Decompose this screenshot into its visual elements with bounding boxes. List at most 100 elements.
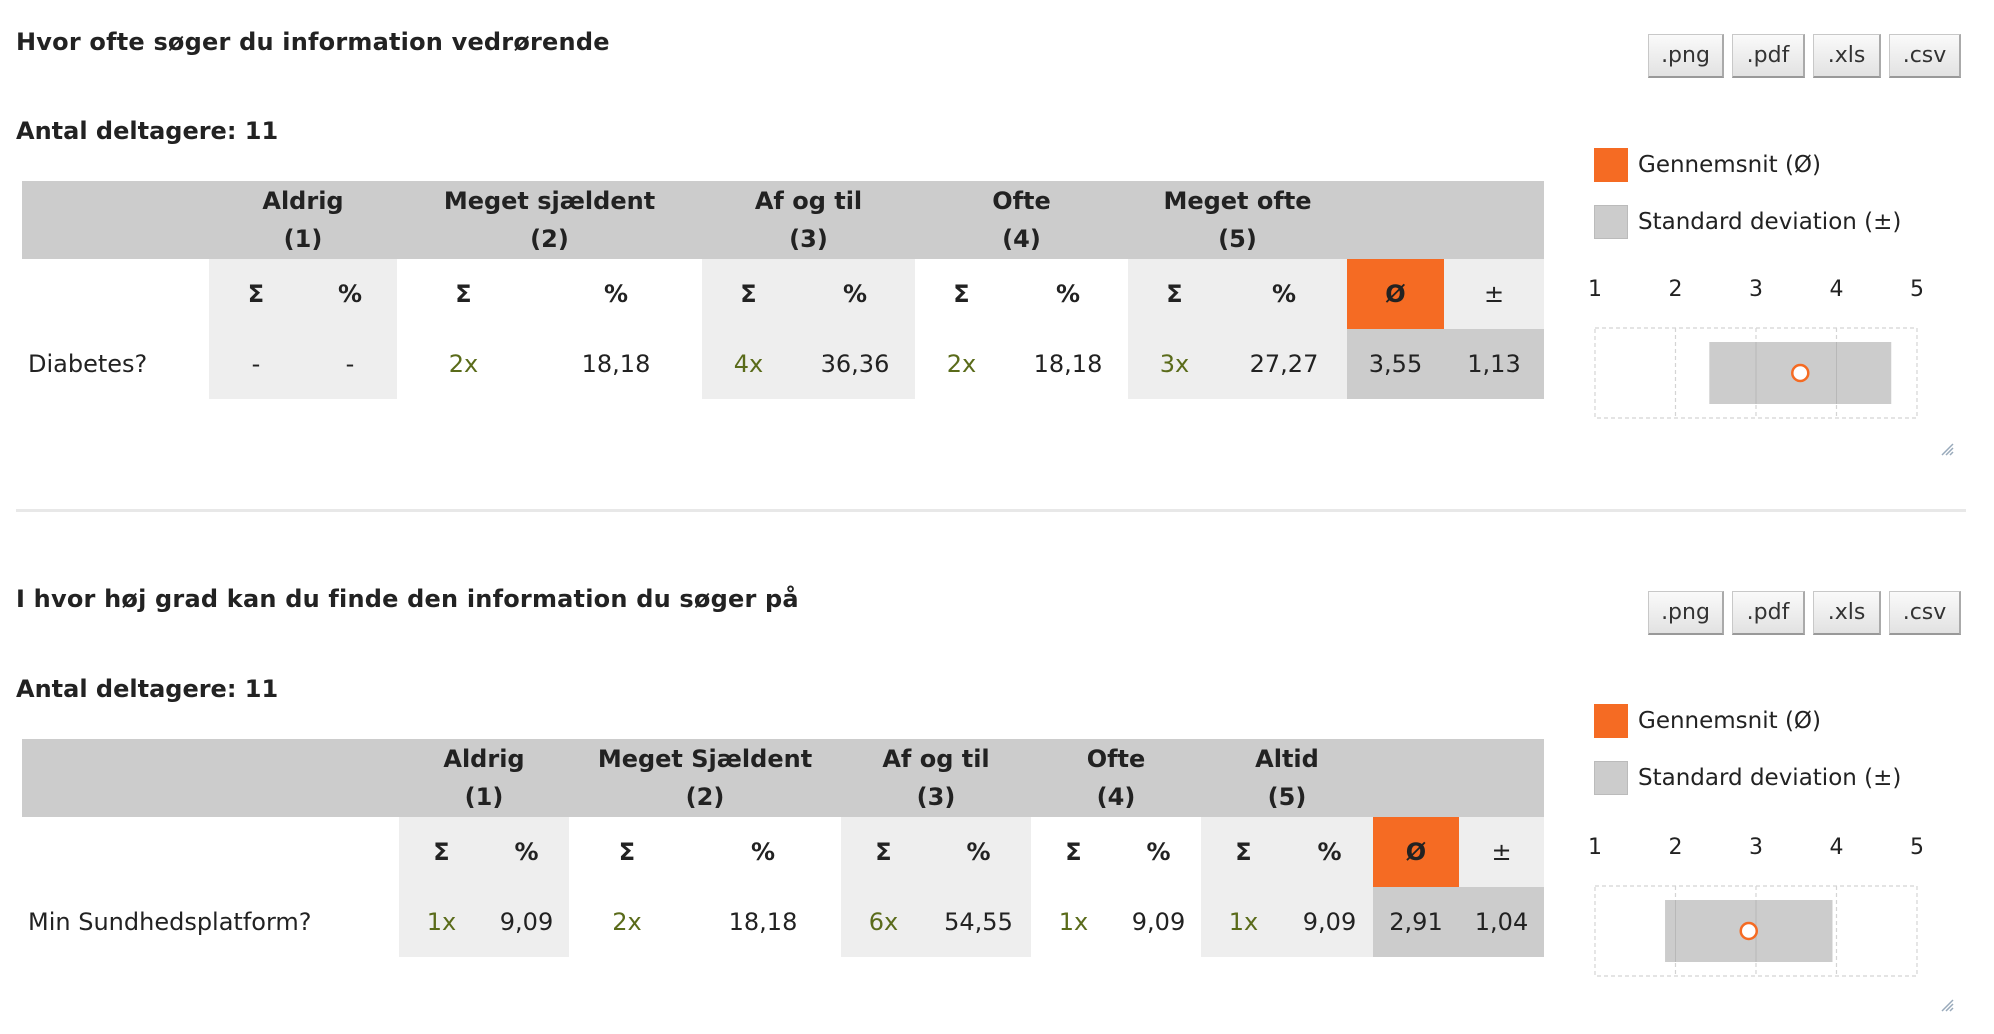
sum-header: Σ (1235, 838, 1252, 866)
sd-swatch (1594, 205, 1628, 239)
sum-header: Σ (953, 280, 970, 308)
export-xls-button[interactable]: .xls (1813, 591, 1881, 635)
column-shade (399, 817, 569, 957)
legend-sd: Standard deviation (±) (1594, 761, 1901, 795)
export-pdf-button[interactable]: .pdf (1732, 34, 1805, 78)
option-value: (3) (789, 225, 828, 253)
legend-average: Gennemsnit (Ø) (1594, 704, 1901, 738)
resize-grip-icon[interactable] (1940, 998, 1954, 1012)
mean-marker (1739, 921, 1759, 941)
option-value: (5) (1218, 225, 1257, 253)
results-table: Aldrig (1) Meget Sjældent (2) Af og til (3)… (22, 739, 1544, 957)
option-header: Ofte (4) (915, 181, 1128, 259)
sd-header: ± (1483, 280, 1505, 308)
count-cell: 2x (448, 350, 479, 378)
average-swatch (1594, 704, 1628, 738)
legend-sd: Standard deviation (±) (1594, 205, 1901, 239)
option-header: Meget Sjældent (2) (569, 739, 841, 817)
option-label: Meget sjældent (443, 187, 656, 215)
count-cell: 2x (612, 908, 642, 936)
percent-header: % (337, 280, 363, 308)
scale-tick-label: 2 (1669, 277, 1683, 302)
count-cell: 6x (868, 908, 899, 936)
row-label: Min Sundhedsplatform? (28, 908, 312, 936)
table-header-band (22, 739, 1544, 817)
export-csv-button[interactable]: .csv (1889, 34, 1961, 78)
option-header: Altid (5) (1201, 739, 1373, 817)
column-shade (702, 259, 915, 399)
chart-legend: Gennemsnit (Ø) Standard deviation (±) (1594, 704, 1901, 818)
average-header: Ø (1347, 259, 1444, 329)
scale-tick-label: 1 (1588, 277, 1602, 302)
sd-value: 1,04 (1474, 908, 1529, 936)
average-header: Ø (1373, 817, 1459, 887)
participant-count: Antal deltagere: 11 (16, 675, 279, 703)
participant-count: Antal deltagere: 11 (16, 117, 279, 145)
option-header: Aldrig (1) (209, 181, 397, 259)
legend-average-label: Gennemsnit (Ø) (1638, 152, 1822, 178)
stats-value-bg (1347, 329, 1544, 399)
percent-header: % (750, 838, 776, 866)
count-cell: 1x (426, 908, 457, 936)
sum-header: Σ (1166, 280, 1183, 308)
sd-header-shade (1444, 259, 1544, 329)
export-xls-button[interactable]: .xls (1813, 34, 1881, 78)
option-label: Af og til (754, 187, 863, 215)
option-header: Af og til (3) (702, 181, 915, 259)
percent-cell: 27,27 (1249, 350, 1319, 378)
scale-tick-label: 5 (1910, 835, 1924, 860)
count-cell: - (251, 350, 261, 378)
legend-average: Gennemsnit (Ø) (1594, 148, 1901, 182)
option-header: Aldrig (1) (399, 739, 569, 817)
percent-header: % (966, 838, 991, 866)
count-cell: 2x (946, 350, 977, 378)
option-label: Af og til (882, 745, 990, 773)
option-value: (3) (916, 783, 956, 811)
percent-header: % (842, 280, 868, 308)
export-png-button[interactable]: .png (1648, 34, 1724, 78)
table-header-band (22, 181, 1544, 259)
sum-header: Σ (433, 838, 450, 866)
question-title: Hvor ofte søger du information vedrørend… (16, 28, 610, 56)
legend-average-label: Gennemsnit (Ø) (1638, 708, 1822, 734)
average-value: 2,91 (1389, 908, 1443, 936)
option-value: (1) (464, 783, 504, 811)
option-label: Meget ofte (1163, 187, 1312, 215)
option-value: (5) (1267, 783, 1307, 811)
export-csv-button[interactable]: .csv (1889, 591, 1961, 635)
stats-value-bg (1373, 887, 1544, 957)
option-value: (4) (1002, 225, 1041, 253)
option-label: Altid (1255, 745, 1319, 773)
export-pdf-button[interactable]: .pdf (1732, 591, 1805, 635)
column-shade (1128, 259, 1347, 399)
results-table: Aldrig (1) Meget sjældent (2) Af og til (3)… (22, 181, 1544, 399)
export-png-button[interactable]: .png (1648, 591, 1724, 635)
option-value: (2) (685, 783, 725, 811)
sum-header: Σ (618, 838, 636, 866)
scale-tick-label: 5 (1910, 277, 1924, 302)
question-section-1: Hvor ofte søger du information vedrørend… (0, 0, 1994, 509)
percent-header: % (1271, 280, 1297, 308)
count-cell: 1x (1058, 908, 1089, 936)
sd-swatch (1594, 761, 1628, 795)
percent-cell: - (345, 350, 355, 378)
percent-cell: 18,18 (728, 908, 798, 936)
scale-tick-label: 4 (1830, 277, 1844, 302)
percent-cell: 9,09 (1302, 908, 1357, 936)
mean-sd-chart: 1 2 3 4 5 (1588, 835, 1924, 977)
sd-header: ± (1491, 838, 1512, 866)
percent-header: % (1146, 838, 1171, 866)
option-value: (4) (1096, 783, 1136, 811)
option-label: Ofte (1086, 745, 1146, 773)
option-header: Meget ofte (5) (1128, 181, 1347, 259)
mean-sd-chart: 1 2 3 4 5 (1588, 277, 1924, 419)
section-divider (16, 509, 1966, 512)
scale-tick-label: 3 (1749, 277, 1763, 302)
average-value: 3,55 (1368, 350, 1423, 378)
scale-tick-label: 3 (1749, 835, 1763, 860)
resize-grip-icon[interactable] (1940, 442, 1954, 456)
column-shade (841, 817, 1031, 957)
option-header: Ofte (4) (1031, 739, 1201, 817)
sd-value: 1,13 (1467, 350, 1521, 378)
percent-header: % (1055, 280, 1081, 308)
